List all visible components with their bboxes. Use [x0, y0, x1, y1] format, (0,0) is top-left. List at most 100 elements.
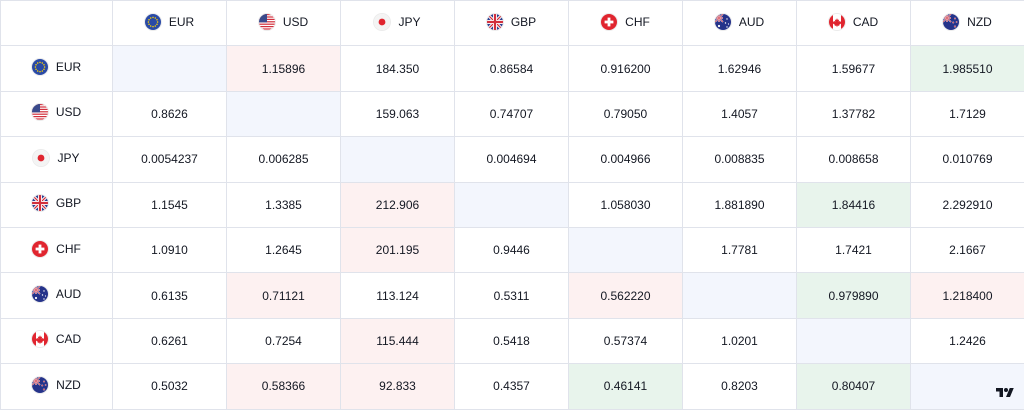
- row-header-cad: CAD: [1, 318, 113, 363]
- rate-cell[interactable]: 1.0201: [683, 318, 797, 363]
- column-header-link-chf[interactable]: CHF: [601, 14, 650, 30]
- column-header-link-usd[interactable]: USD: [259, 14, 308, 30]
- rate-cell[interactable]: 1.84416: [797, 182, 911, 227]
- rate-cell[interactable]: 0.86584: [455, 46, 569, 91]
- rate-cell[interactable]: 1.1545: [113, 182, 227, 227]
- rate-cell[interactable]: 0.79050: [569, 91, 683, 136]
- rate-cell[interactable]: 1.985510: [911, 46, 1024, 91]
- rate-cell[interactable]: 113.124: [341, 273, 455, 318]
- rate-cell[interactable]: 1.2426: [911, 318, 1024, 363]
- rate-cell[interactable]: 115.444: [341, 318, 455, 363]
- rate-cell[interactable]: 0.6135: [113, 273, 227, 318]
- row-header-link-jpy[interactable]: JPY: [33, 150, 79, 166]
- row-header-link-gbp[interactable]: GBP: [32, 195, 81, 211]
- rate-cell[interactable]: 1.218400: [911, 273, 1024, 318]
- rate-cell[interactable]: 1.7781: [683, 227, 797, 272]
- rate-cell[interactable]: 0.5418: [455, 318, 569, 363]
- rate-cell[interactable]: 184.350: [341, 46, 455, 91]
- row-header-link-aud[interactable]: AUD: [32, 286, 81, 302]
- rate-cell[interactable]: 1.7129: [911, 91, 1024, 136]
- au-flag-icon: [715, 14, 731, 30]
- rate-cell[interactable]: 0.0054237: [113, 137, 227, 182]
- column-header-link-eur[interactable]: EUR: [145, 14, 194, 30]
- column-header-link-jpy[interactable]: JPY: [374, 14, 420, 30]
- rate-cell[interactable]: 1.3385: [227, 182, 341, 227]
- ch-flag-icon: [601, 14, 617, 30]
- rate-cell[interactable]: 1.7421: [797, 227, 911, 272]
- row-header-nzd: NZD: [1, 364, 113, 409]
- row-header-link-usd[interactable]: USD: [32, 104, 81, 120]
- rate-cell[interactable]: 0.004966: [569, 137, 683, 182]
- row-header-link-chf[interactable]: CHF: [32, 241, 81, 257]
- rate-cell[interactable]: 0.5311: [455, 273, 569, 318]
- rate-cell[interactable]: 0.5032: [113, 364, 227, 409]
- currency-code: CAD: [56, 332, 81, 346]
- tradingview-logo-icon[interactable]: [994, 384, 1016, 402]
- eu-flag-icon: [32, 59, 48, 75]
- column-header-link-cad[interactable]: CAD: [829, 14, 878, 30]
- rate-cell[interactable]: 159.063: [341, 91, 455, 136]
- rate-cell[interactable]: 0.562220: [569, 273, 683, 318]
- rate-cell[interactable]: 0.916200: [569, 46, 683, 91]
- rate-cell[interactable]: 0.57374: [569, 318, 683, 363]
- rate-cell[interactable]: 0.004694: [455, 137, 569, 182]
- row-header-eur: EUR: [1, 46, 113, 91]
- rate-cell[interactable]: 0.8626: [113, 91, 227, 136]
- rate-cell[interactable]: 0.008835: [683, 137, 797, 182]
- rate-cell[interactable]: 201.195: [341, 227, 455, 272]
- rate-cell[interactable]: 1.37782: [797, 91, 911, 136]
- currency-code: JPY: [398, 15, 420, 29]
- rate-cell[interactable]: 2.1667: [911, 227, 1024, 272]
- rate-cell[interactable]: 0.71121: [227, 273, 341, 318]
- au-flag-icon: [32, 286, 48, 302]
- rate-cell[interactable]: 0.7254: [227, 318, 341, 363]
- rate-cell[interactable]: 212.906: [341, 182, 455, 227]
- column-header-link-aud[interactable]: AUD: [715, 14, 764, 30]
- rate-cell: [455, 182, 569, 227]
- rate-cell[interactable]: 0.46141: [569, 364, 683, 409]
- rate-cell[interactable]: 1.0910: [113, 227, 227, 272]
- rate-cell[interactable]: 0.010769: [911, 137, 1024, 182]
- rate-cell[interactable]: 0.58366: [227, 364, 341, 409]
- rate-cell: [797, 318, 911, 363]
- header-row: EUR USD JPY GBP CHF AUD CAD NZD: [1, 1, 1024, 46]
- rate-cell[interactable]: 1.2645: [227, 227, 341, 272]
- rate-cell[interactable]: 92.833: [341, 364, 455, 409]
- rate-cell[interactable]: 0.979890: [797, 273, 911, 318]
- row-header-link-nzd[interactable]: NZD: [32, 377, 81, 393]
- currency-code: USD: [283, 15, 308, 29]
- column-header-link-nzd[interactable]: NZD: [943, 14, 992, 30]
- rate-cell[interactable]: 0.8203: [683, 364, 797, 409]
- rate-cell[interactable]: 1.4057: [683, 91, 797, 136]
- rate-cell[interactable]: 1.15896: [227, 46, 341, 91]
- column-header-nzd: NZD: [911, 1, 1024, 46]
- rate-cell[interactable]: 1.59677: [797, 46, 911, 91]
- column-header-link-gbp[interactable]: GBP: [487, 14, 536, 30]
- row-header-link-cad[interactable]: CAD: [32, 331, 81, 347]
- rate-cell[interactable]: 0.008658: [797, 137, 911, 182]
- rate-cell[interactable]: 0.80407: [797, 364, 911, 409]
- rate-cell[interactable]: 2.292910: [911, 182, 1024, 227]
- nz-flag-icon: [32, 377, 48, 393]
- column-header-aud: AUD: [683, 1, 797, 46]
- rate-cell: [683, 273, 797, 318]
- row-header-link-eur[interactable]: EUR: [32, 59, 81, 75]
- rate-cell[interactable]: 1.881890: [683, 182, 797, 227]
- currency-code: JPY: [57, 151, 79, 165]
- rate-cell[interactable]: 0.6261: [113, 318, 227, 363]
- currency-code: GBP: [56, 196, 81, 210]
- column-header-gbp: GBP: [455, 1, 569, 46]
- rate-cell[interactable]: 1.62946: [683, 46, 797, 91]
- rate-cell[interactable]: 1.058030: [569, 182, 683, 227]
- rate-cell[interactable]: 0.74707: [455, 91, 569, 136]
- rate-cell[interactable]: 0.006285: [227, 137, 341, 182]
- gb-flag-icon: [32, 195, 48, 211]
- rate-cell[interactable]: 0.4357: [455, 364, 569, 409]
- currency-code: NZD: [967, 15, 992, 29]
- rate-cell[interactable]: 0.9446: [455, 227, 569, 272]
